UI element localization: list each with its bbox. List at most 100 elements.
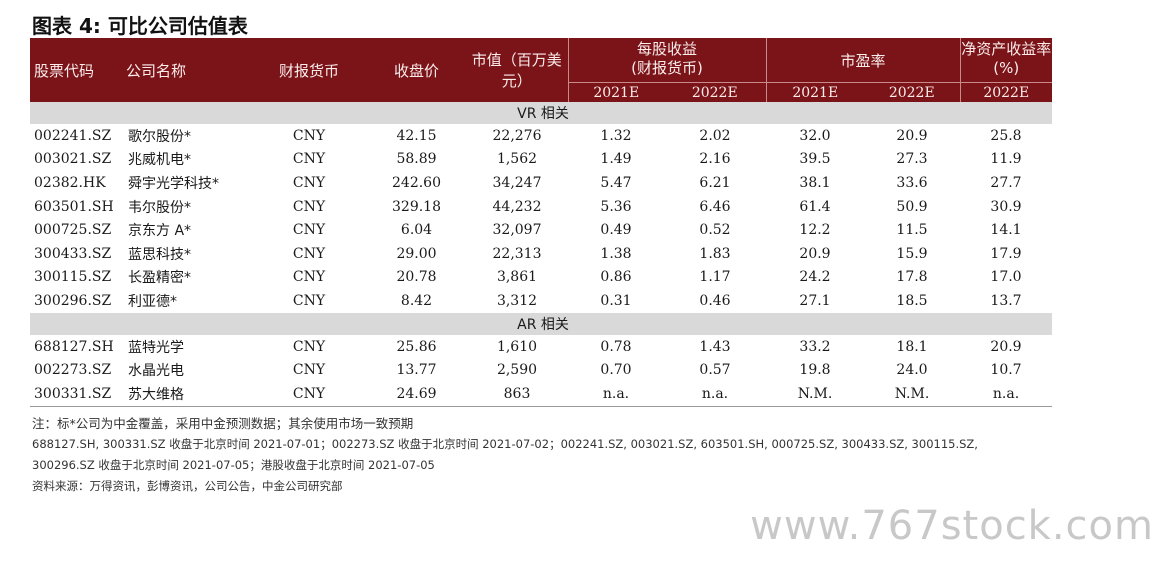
cell-roe-2022e: 17.9: [990, 245, 1022, 262]
cell-pe-2021e: 24.2: [799, 269, 831, 286]
cell-pe-2022e: 27.3: [896, 151, 928, 168]
cell-name: 蓝特光学: [128, 339, 184, 356]
cell-currency: CNY: [292, 198, 326, 215]
cell-name: 利亚德*: [128, 293, 177, 310]
cell-roe-2022e: 10.7: [990, 362, 1022, 379]
cell-pe-2022e: 33.6: [896, 174, 928, 191]
cell-close-price: 8.42: [400, 292, 433, 309]
cell-market-cap: 2,590: [496, 362, 538, 379]
cell-pe-2021e: 33.2: [799, 338, 831, 355]
cell-name: 蓝思科技*: [128, 246, 191, 263]
table-row: 688127.SH 蓝特光学 CNY 25.86 1,610 0.78 1.43 33.2 18…: [30, 335, 1052, 359]
cell-pe-2022e: N.M.: [864, 381, 961, 407]
cell-code: 300296.SZ: [34, 292, 112, 309]
cell-market-cap: 22,313: [492, 245, 542, 262]
cell-name: 兆威机电*: [128, 152, 191, 169]
header-market-cap-line1: 市值（百万美: [471, 51, 562, 69]
header-roe: 净资产收益率 (%): [959, 38, 1053, 83]
footnote-close-dates-2: 300296.SZ 收盘于北京时间 2021-07-05；港股收盘于北京时间 2…: [32, 458, 435, 472]
cell-pe-2022e: 20.9: [896, 127, 928, 144]
cell-eps-2022e: 1.83: [699, 245, 731, 262]
cell-close-price: 58.89: [396, 151, 437, 168]
header-close-price: 收盘价: [367, 38, 466, 102]
cell-close-price: 24.69: [367, 381, 466, 407]
table-row: 002273.SZ 水晶光电 CNY 13.77 2,590 0.70 0.57 19.8 24…: [30, 358, 1052, 382]
header-roe-line2: (%): [993, 59, 1020, 77]
cell-pe-2022e: 17.8: [896, 269, 928, 286]
cell-pe-2022e: 15.9: [896, 245, 928, 262]
cell-eps-2021e: 1.49: [600, 151, 632, 168]
table-row: 002241.SZ 歌尔股份* CNY 42.15 22,276 1.32 2.02 32.0…: [30, 124, 1052, 148]
cell-pe-2021e: 38.1: [799, 174, 831, 191]
valuation-table: 股票代码 公司名称 财报货币 收盘价 市值（百万美 元） 每股收益 (财报货币)…: [30, 38, 1053, 407]
cell-name: 长盈精密*: [128, 270, 191, 287]
header-eps-line1: 每股收益: [636, 40, 697, 58]
cell-roe-2022e: 25.8: [990, 127, 1022, 144]
cell-pe-2021e: 20.9: [799, 245, 831, 262]
cell-eps-2021e: 0.31: [600, 292, 632, 309]
cell-currency: CNY: [292, 245, 326, 262]
watermark: www.767stock.com: [750, 503, 1154, 549]
cell-close-price: 6.04: [400, 222, 433, 239]
cell-close-price: 20.78: [396, 269, 437, 286]
cell-name: 歌尔股份*: [128, 128, 191, 145]
cell-roe-2022e: 17.0: [990, 269, 1022, 286]
valuation-table-container: 股票代码 公司名称 财报货币 收盘价 市值（百万美 元） 每股收益 (财报货币)…: [30, 38, 1053, 407]
header-eps-2021e: 2021E: [567, 82, 664, 102]
cell-close-price: 29.00: [396, 245, 437, 262]
cell-eps-2022e: 0.57: [699, 362, 731, 379]
cell-eps-2022e: 6.21: [699, 174, 731, 191]
cell-eps-2022e: 2.02: [699, 127, 731, 144]
table-body: VR 相关 002241.SZ 歌尔股份* CNY 42.15 22,276 1.32 2.0…: [30, 102, 1053, 407]
header-currency: 财报货币: [251, 38, 367, 102]
header-eps-line2: (财报货币): [631, 59, 703, 77]
cell-code: 300433.SZ: [34, 245, 112, 262]
cell-pe-2021e: 39.5: [799, 151, 831, 168]
cell-pe-2021e: 32.0: [799, 127, 831, 144]
cell-currency: CNY: [292, 151, 326, 168]
cell-market-cap: 44,232: [492, 198, 542, 215]
cell-eps-2021e: 5.36: [600, 198, 632, 215]
cell-roe-2022e: 27.7: [990, 174, 1022, 191]
cell-close-price: 13.77: [396, 362, 437, 379]
cell-eps-2021e: n.a.: [568, 381, 664, 407]
cell-roe-2022e: 20.9: [990, 338, 1022, 355]
cell-code: 688127.SH: [34, 338, 114, 355]
cell-roe-2022e: 30.9: [990, 198, 1022, 215]
cell-pe-2022e: 50.9: [896, 198, 928, 215]
cell-currency: CNY: [292, 174, 326, 191]
cell-code: 003021.SZ: [34, 151, 112, 168]
cell-currency: CNY: [292, 362, 326, 379]
header-name: 公司名称: [122, 38, 251, 102]
table-row: 603501.SH 韦尔股份* CNY 329.18 44,232 5.36 6.46 61.…: [30, 195, 1052, 219]
cell-eps-2021e: 0.70: [600, 362, 632, 379]
cell-code: 002273.SZ: [34, 362, 112, 379]
cell-market-cap: 32,097: [492, 222, 542, 239]
cell-market-cap: 34,247: [492, 174, 542, 191]
cell-market-cap: 1,610: [496, 338, 538, 355]
table-row: 300331.SZ 苏大维格 CNY 24.69 863 n.a. n.a. N.M. N.M.…: [30, 381, 1053, 407]
cell-code: 300115.SZ: [34, 269, 112, 286]
header-market-cap: 市值（百万美 元）: [466, 38, 568, 102]
cell-code: 300331.SZ: [30, 381, 122, 407]
header-code: 股票代码: [30, 38, 122, 102]
header-market-cap-line2: 元）: [501, 72, 532, 90]
cell-pe-2022e: 24.0: [896, 362, 928, 379]
footnotes: 注：标*公司为中金覆盖，采用中金预测数据；其余使用市场一致预期 688127.S…: [32, 413, 1142, 497]
cell-eps-2022e: 0.46: [699, 292, 731, 309]
cell-eps-2021e: 0.49: [600, 222, 632, 239]
cell-currency: CNY: [292, 338, 326, 355]
cell-pe-2022e: 18.1: [896, 338, 928, 355]
cell-roe-2022e: 11.9: [990, 151, 1022, 168]
cell-pe-2021e: N.M.: [766, 381, 864, 407]
cell-close-price: 25.86: [396, 338, 437, 355]
cell-eps-2022e: 0.52: [699, 222, 731, 239]
footnote-close-dates-1: 688127.SH, 300331.SZ 收盘于北京时间 2021-07-01；…: [32, 437, 978, 451]
header-pe: 市盈率: [765, 38, 961, 83]
cell-eps-2021e: 1.32: [600, 127, 632, 144]
cell-currency: CNY: [292, 292, 326, 309]
table-header: 股票代码 公司名称 财报货币 收盘价 市值（百万美 元） 每股收益 (财报货币)…: [30, 38, 1053, 102]
cell-close-price: 42.15: [396, 127, 437, 144]
section-row: AR 相关: [30, 312, 1053, 335]
cell-eps-2022e: 2.16: [699, 151, 731, 168]
